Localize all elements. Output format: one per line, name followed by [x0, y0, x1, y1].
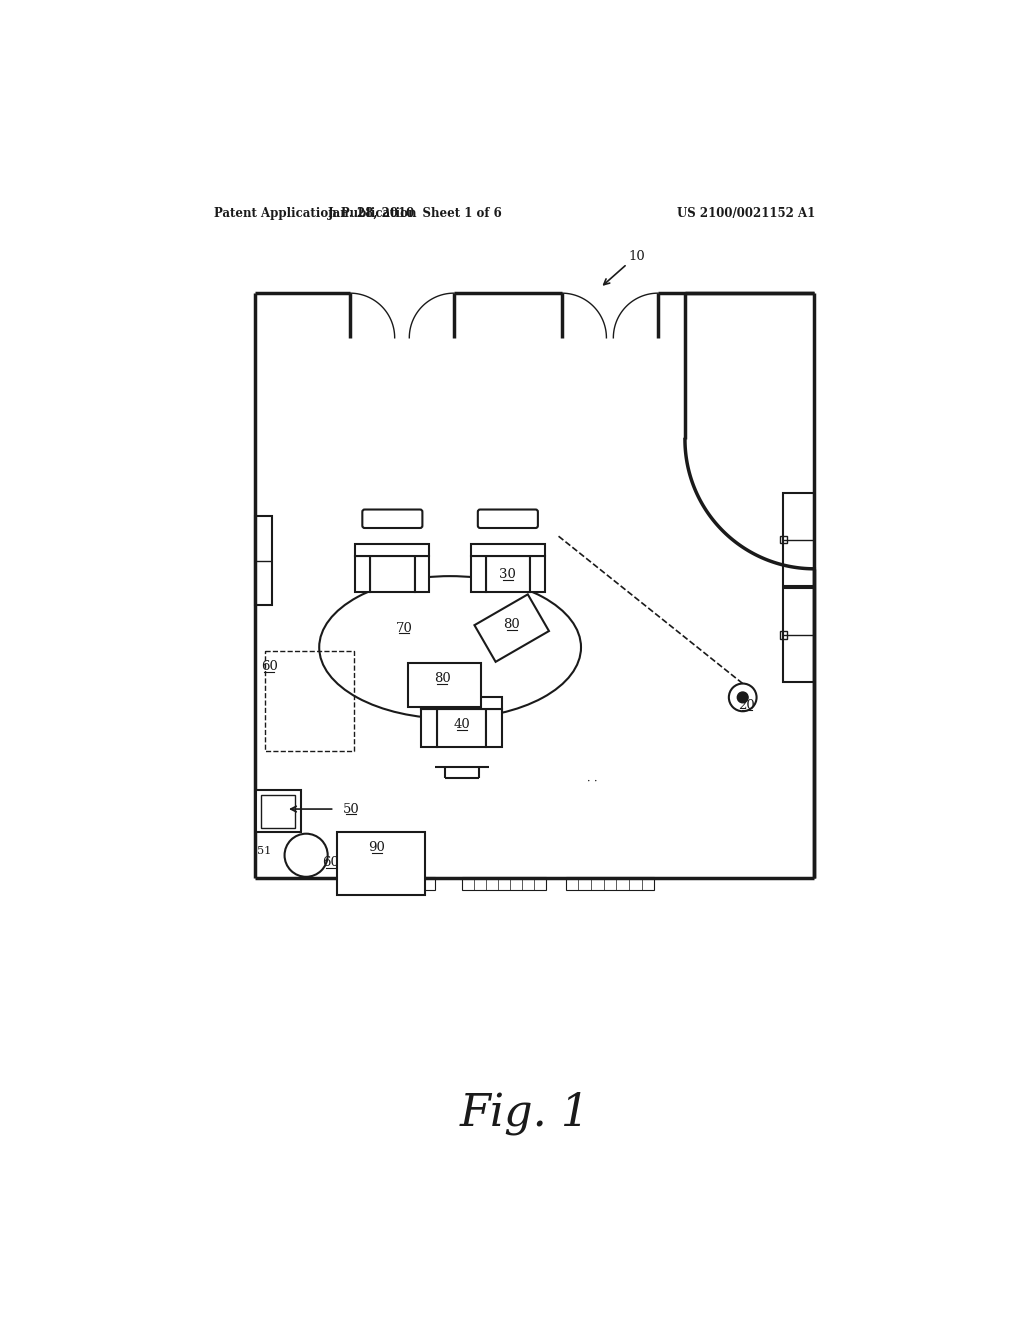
- Text: 51: 51: [257, 846, 271, 857]
- Text: 40: 40: [454, 718, 470, 731]
- Bar: [348, 876, 435, 890]
- Bar: [355, 556, 370, 593]
- Bar: [265, 651, 354, 751]
- Bar: [415, 556, 429, 593]
- Text: 60: 60: [323, 857, 339, 870]
- Bar: [782, 494, 814, 586]
- Bar: [355, 544, 429, 556]
- Bar: [261, 795, 295, 828]
- Bar: [471, 556, 485, 593]
- Polygon shape: [474, 594, 549, 661]
- Text: · ·: · ·: [588, 777, 598, 787]
- Bar: [780, 536, 786, 544]
- Bar: [565, 876, 654, 890]
- Text: Jan. 28, 2010  Sheet 1 of 6: Jan. 28, 2010 Sheet 1 of 6: [328, 207, 503, 220]
- Text: 60: 60: [261, 660, 278, 673]
- Bar: [462, 876, 547, 890]
- Bar: [256, 789, 301, 832]
- Circle shape: [737, 692, 749, 702]
- Bar: [485, 556, 530, 593]
- Text: 80: 80: [504, 618, 520, 631]
- Bar: [782, 589, 814, 682]
- Text: 80: 80: [434, 672, 451, 685]
- Text: 50: 50: [342, 803, 359, 816]
- Bar: [780, 631, 786, 639]
- Bar: [471, 544, 545, 556]
- Text: 10: 10: [629, 251, 645, 264]
- Text: 90: 90: [369, 841, 385, 854]
- Bar: [370, 556, 415, 593]
- Text: 30: 30: [500, 568, 516, 581]
- Text: Fig. 1: Fig. 1: [460, 1092, 590, 1135]
- Bar: [530, 556, 545, 593]
- Text: 70: 70: [395, 622, 413, 635]
- Text: Patent Application Publication: Patent Application Publication: [214, 207, 416, 220]
- Bar: [437, 709, 486, 747]
- Bar: [408, 663, 481, 708]
- Bar: [421, 709, 437, 747]
- Bar: [486, 709, 503, 747]
- Bar: [421, 697, 503, 709]
- Text: 20: 20: [738, 698, 755, 711]
- Bar: [337, 832, 425, 895]
- Text: US 2100/0021152 A1: US 2100/0021152 A1: [677, 207, 815, 220]
- FancyBboxPatch shape: [478, 510, 538, 528]
- Bar: [255, 516, 272, 605]
- FancyBboxPatch shape: [362, 510, 422, 528]
